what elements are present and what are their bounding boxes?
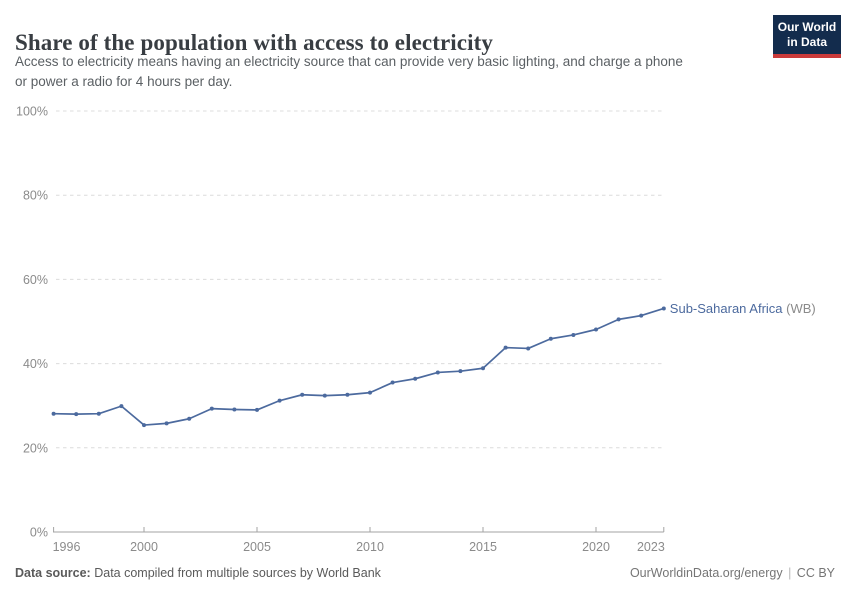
x-axis-label-2010: 2010 xyxy=(356,540,384,554)
x-axis-label-2000: 2000 xyxy=(130,540,158,554)
data-point-2016 xyxy=(503,345,508,350)
data-point-2001 xyxy=(164,421,169,426)
data-point-2000 xyxy=(142,423,146,428)
y-axis-label-0: 0% xyxy=(30,526,48,540)
footer-separator: | xyxy=(788,566,792,580)
attribution: OurWorldinData.org/energy | CC BY xyxy=(630,566,835,580)
series-label-suffix: (WB) xyxy=(783,301,816,316)
data-point-2014 xyxy=(458,369,463,374)
subtitle-line-2: or power a radio for 4 hours per day. xyxy=(15,73,233,89)
y-axis-label-60: 60% xyxy=(23,273,48,287)
data-source-label: Data source: xyxy=(15,566,91,580)
data-line-sub-saharan-africa[interactable] xyxy=(52,307,665,426)
x-axis-label-1996: 1996 xyxy=(53,540,81,554)
data-point-2002 xyxy=(187,416,192,421)
y-axis-label-100: 100% xyxy=(16,105,48,119)
license-label: CC BY xyxy=(796,566,835,580)
data-point-2017 xyxy=(526,346,531,351)
series-label-name: Sub-Saharan Africa xyxy=(670,301,784,316)
y-axis-label-40: 40% xyxy=(23,357,48,371)
owid-logo-line-2: in Data xyxy=(786,35,827,49)
data-point-2007 xyxy=(300,392,305,397)
page-title: Share of the population with access to e… xyxy=(15,30,493,56)
data-point-1999 xyxy=(119,404,124,409)
data-point-1996 xyxy=(51,411,56,416)
owid-link[interactable]: OurWorldinData.org/energy xyxy=(629,566,783,580)
data-source-note: Data source: Data compiled from multiple… xyxy=(15,566,381,580)
chart-subtitle: Access to electricity means having an el… xyxy=(15,52,760,91)
data-point-2022 xyxy=(639,313,644,318)
data-point-2020 xyxy=(594,327,598,332)
data-point-2019 xyxy=(571,332,576,337)
data-point-2009 xyxy=(345,392,350,397)
data-point-2012 xyxy=(413,376,418,381)
data-point-2018 xyxy=(548,336,553,341)
data-point-2006 xyxy=(277,398,282,403)
owid-logo[interactable]: Our World in Data xyxy=(773,15,841,58)
data-point-2004 xyxy=(232,407,237,412)
data-point-2011 xyxy=(390,380,395,385)
data-point-2008 xyxy=(322,393,327,398)
x-axis-label-2015: 2015 xyxy=(469,540,497,554)
data-point-2013 xyxy=(435,370,440,375)
x-axis-label-2020: 2020 xyxy=(582,540,610,554)
x-axis-label-2005: 2005 xyxy=(243,540,271,554)
y-axis-label-80: 80% xyxy=(23,189,48,203)
data-point-1998 xyxy=(96,411,101,416)
y-axis-label-20: 20% xyxy=(23,441,48,455)
owid-logo-line-1: Our World xyxy=(777,20,837,34)
data-point-2023 xyxy=(661,306,666,311)
data-point-2021 xyxy=(616,317,621,322)
chart-canvas: 0% 20% 40% 60% 80% 100% 1996 2000 2005 2010 2015 20… xyxy=(16,105,816,555)
data-point-2015 xyxy=(481,366,485,371)
series-label[interactable]: Sub-Saharan Africa (WB) xyxy=(670,301,816,316)
x-axis-label-2023: 2023 xyxy=(637,540,665,554)
subtitle-line-1: Access to electricity means having an el… xyxy=(15,54,683,69)
data-point-2003 xyxy=(209,406,214,411)
data-point-2010 xyxy=(368,390,372,395)
chart-footer: Data source: Data compiled from multiple… xyxy=(15,566,835,580)
data-point-1997 xyxy=(74,412,79,417)
data-source-text: Data compiled from multiple sources by W… xyxy=(94,566,381,580)
data-point-2005 xyxy=(255,407,259,412)
